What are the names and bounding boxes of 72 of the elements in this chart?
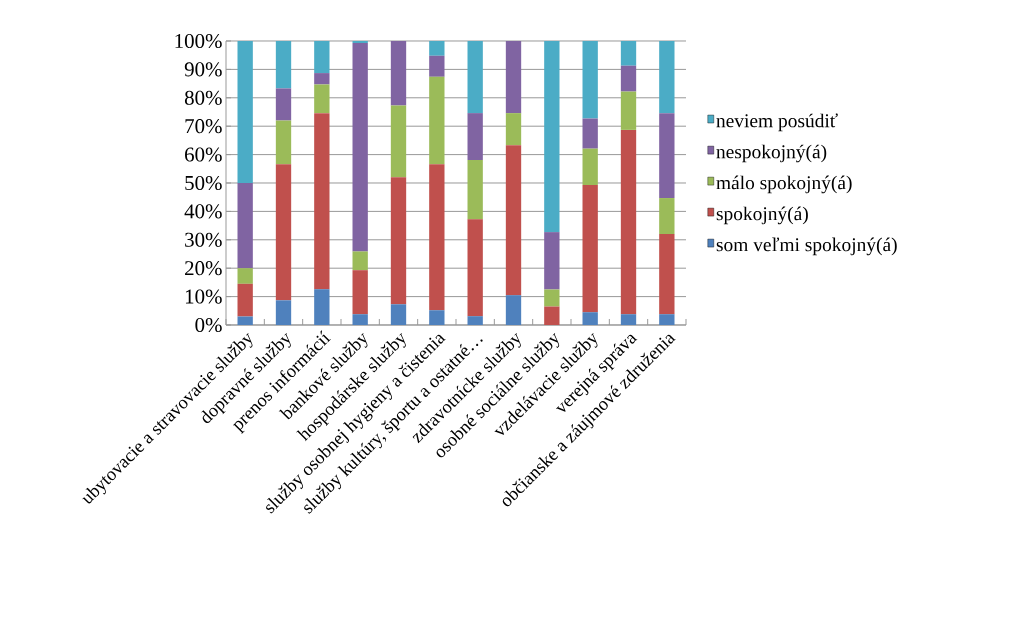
bar (275, 300, 292, 325)
bar (314, 289, 330, 325)
bar (314, 113, 330, 290)
y-tick-label: 100% (175, 33, 222, 49)
bar (582, 184, 598, 313)
bar (659, 314, 675, 325)
bar (390, 105, 407, 178)
bar (544, 289, 560, 307)
bar (505, 113, 522, 146)
bar (237, 268, 253, 284)
bar (390, 304, 407, 325)
bar (237, 183, 253, 269)
bar (237, 283, 253, 317)
bar (275, 164, 292, 301)
bar (467, 113, 483, 160)
bar (582, 41, 598, 119)
y-tick-label: 0% (195, 317, 222, 333)
bar (659, 198, 675, 235)
y-tick-label: 10% (185, 289, 222, 304)
legend-label: nespokojný(á) (716, 144, 827, 163)
y-tick-label: 60% (185, 147, 222, 162)
bar (582, 118, 598, 149)
y-tick-label: 50% (185, 175, 222, 191)
y-tick-label: 30% (185, 232, 222, 247)
bar (582, 148, 598, 185)
bar (505, 41, 522, 114)
bar (467, 316, 483, 325)
bar (620, 65, 637, 92)
bar (352, 42, 368, 252)
bar (429, 76, 445, 165)
bar (467, 219, 483, 317)
bar (275, 88, 292, 121)
bar (429, 55, 445, 77)
bar (390, 41, 407, 106)
bar (429, 310, 445, 325)
bar (620, 129, 637, 315)
bar (659, 234, 675, 315)
bar (620, 41, 637, 66)
bar (314, 41, 330, 74)
legend-label: neviem posúdiť (716, 113, 838, 132)
bar (582, 312, 598, 325)
bar (544, 306, 560, 325)
y-tick-label: 90% (184, 62, 222, 77)
bar (659, 41, 675, 114)
bar (429, 41, 445, 56)
bar (505, 295, 522, 325)
bar (352, 314, 368, 325)
bar (620, 314, 637, 325)
bar (467, 41, 483, 114)
bar (314, 84, 330, 114)
bar (429, 164, 445, 311)
bar (544, 232, 560, 290)
legend-label: som veľmi spokojný(á) (716, 237, 897, 256)
bar (275, 41, 292, 89)
bar (352, 251, 368, 271)
bar (352, 270, 368, 315)
legend-label: spokojný(á) (716, 206, 808, 225)
y-tick-label: 80% (184, 90, 222, 105)
legend-label: málo spokojný(á) (716, 175, 852, 194)
bar (467, 159, 483, 220)
bar (620, 91, 637, 130)
bar (544, 41, 560, 233)
bar (659, 113, 675, 199)
bar (390, 177, 407, 305)
bar (314, 73, 330, 85)
bar (237, 41, 253, 183)
bar (237, 316, 253, 325)
y-tick-label: 40% (184, 204, 222, 219)
y-tick-label: 70% (185, 119, 222, 134)
bar (275, 120, 292, 165)
bar (505, 145, 522, 296)
y-tick-label: 20% (185, 261, 222, 276)
